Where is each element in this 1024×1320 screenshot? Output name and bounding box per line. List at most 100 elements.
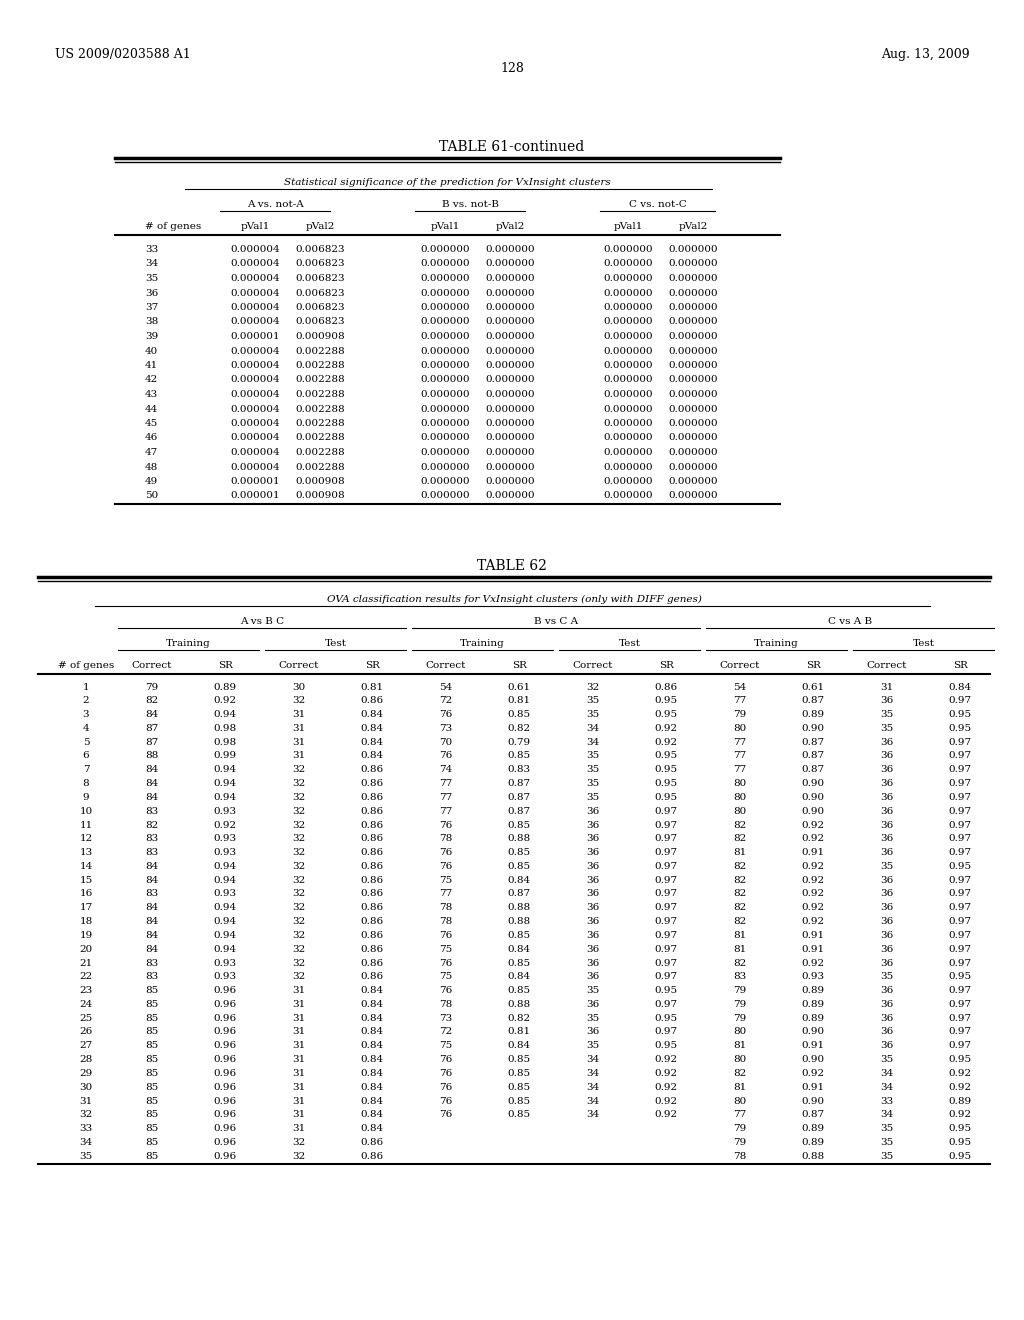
Text: 85: 85 [145,1055,159,1064]
Text: 15: 15 [80,875,92,884]
Text: 36: 36 [880,958,893,968]
Text: 31: 31 [292,1097,305,1106]
Text: Aug. 13, 2009: Aug. 13, 2009 [882,48,970,61]
Text: 32: 32 [292,793,305,801]
Text: 0.86: 0.86 [360,779,384,788]
Text: 0.97: 0.97 [948,903,972,912]
Text: 36: 36 [880,1041,893,1051]
Text: 1: 1 [83,682,89,692]
Text: 0.000000: 0.000000 [603,246,653,253]
Text: 0.000004: 0.000004 [230,304,280,312]
Text: 0.97: 0.97 [654,903,678,912]
Text: 0.000000: 0.000000 [669,304,718,312]
Text: 36: 36 [880,875,893,884]
Text: 0.97: 0.97 [948,958,972,968]
Text: 36: 36 [586,849,599,857]
Text: 31: 31 [292,751,305,760]
Text: 0.92: 0.92 [802,903,824,912]
Text: 0.000000: 0.000000 [603,318,653,326]
Text: 0.87: 0.87 [508,793,530,801]
Text: 0.97: 0.97 [654,834,678,843]
Text: 0.97: 0.97 [654,807,678,816]
Text: 0.96: 0.96 [214,986,237,995]
Text: 0.000000: 0.000000 [603,389,653,399]
Text: 0.96: 0.96 [214,1001,237,1008]
Text: 83: 83 [145,958,159,968]
Text: 82: 82 [733,958,746,968]
Text: 84: 84 [145,710,159,719]
Text: 0.92: 0.92 [948,1082,972,1092]
Text: 0.000000: 0.000000 [603,304,653,312]
Text: 0.88: 0.88 [508,1001,530,1008]
Text: 84: 84 [145,931,159,940]
Text: 0.97: 0.97 [948,751,972,760]
Text: 0.000000: 0.000000 [603,462,653,471]
Text: pVal2: pVal2 [678,222,708,231]
Text: 34: 34 [880,1082,893,1092]
Text: 76: 76 [439,958,453,968]
Text: 0.000908: 0.000908 [295,477,345,486]
Text: 0.94: 0.94 [214,875,237,884]
Text: 0.97: 0.97 [948,986,972,995]
Text: 0.000001: 0.000001 [230,491,280,500]
Text: 0.88: 0.88 [508,917,530,927]
Text: 0.61: 0.61 [802,682,824,692]
Text: 35: 35 [586,766,599,775]
Text: 85: 85 [145,1151,159,1160]
Text: 31: 31 [292,1110,305,1119]
Text: 0.92: 0.92 [654,1110,678,1119]
Text: 0.000000: 0.000000 [603,447,653,457]
Text: 11: 11 [80,821,92,829]
Text: # of genes: # of genes [145,222,202,231]
Text: 76: 76 [439,1069,453,1078]
Text: 77: 77 [733,697,746,705]
Text: 0.000908: 0.000908 [295,491,345,500]
Text: 0.000000: 0.000000 [669,477,718,486]
Text: 0.000000: 0.000000 [420,333,470,341]
Text: 14: 14 [80,862,92,871]
Text: 0.82: 0.82 [508,1014,530,1023]
Text: Correct: Correct [720,660,760,669]
Text: 32: 32 [292,779,305,788]
Text: 0.000000: 0.000000 [420,260,470,268]
Text: 35: 35 [880,1138,893,1147]
Text: 0.86: 0.86 [360,697,384,705]
Text: 0.92: 0.92 [802,958,824,968]
Text: 35: 35 [880,862,893,871]
Text: 81: 81 [733,849,746,857]
Text: 0.000000: 0.000000 [603,404,653,413]
Text: 34: 34 [586,738,599,747]
Text: 77: 77 [439,779,453,788]
Text: 0.94: 0.94 [214,710,237,719]
Text: 32: 32 [292,821,305,829]
Text: 0.86: 0.86 [360,849,384,857]
Text: 32: 32 [292,945,305,953]
Text: 83: 83 [145,849,159,857]
Text: 82: 82 [733,821,746,829]
Text: 35: 35 [586,793,599,801]
Text: 36: 36 [586,834,599,843]
Text: 0.000000: 0.000000 [485,447,535,457]
Text: 0.97: 0.97 [654,973,678,981]
Text: 0.94: 0.94 [214,945,237,953]
Text: 3: 3 [83,710,89,719]
Text: TABLE 61-continued: TABLE 61-continued [439,140,585,154]
Text: 0.000000: 0.000000 [485,318,535,326]
Text: 54: 54 [439,682,453,692]
Text: 35: 35 [586,779,599,788]
Text: 44: 44 [145,404,159,413]
Text: 0.96: 0.96 [214,1014,237,1023]
Text: 0.97: 0.97 [948,1027,972,1036]
Text: 30: 30 [80,1082,92,1092]
Text: 0.87: 0.87 [508,779,530,788]
Text: 0.002288: 0.002288 [295,462,345,471]
Text: 0.85: 0.85 [508,931,530,940]
Text: 0.88: 0.88 [802,1151,824,1160]
Text: 0.96: 0.96 [214,1069,237,1078]
Text: 0.97: 0.97 [948,931,972,940]
Text: 0.84: 0.84 [360,1125,384,1133]
Text: 35: 35 [586,986,599,995]
Text: 0.000000: 0.000000 [420,375,470,384]
Text: Test: Test [325,639,346,648]
Text: 31: 31 [292,723,305,733]
